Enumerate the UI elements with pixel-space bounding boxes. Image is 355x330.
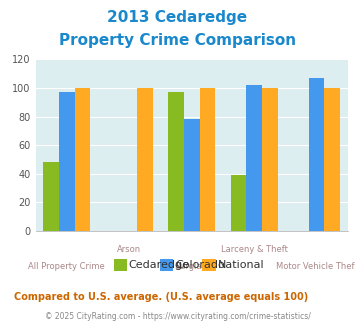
Text: Property Crime Comparison: Property Crime Comparison bbox=[59, 33, 296, 48]
Bar bbox=[137, 88, 153, 231]
Bar bbox=[246, 85, 262, 231]
Text: Arson: Arson bbox=[117, 245, 141, 254]
Bar bbox=[309, 78, 324, 231]
Text: Cedaredge: Cedaredge bbox=[129, 260, 190, 270]
Bar bbox=[262, 88, 278, 231]
Bar bbox=[43, 162, 59, 231]
Text: All Property Crime: All Property Crime bbox=[28, 262, 105, 271]
Text: Motor Vehicle Theft: Motor Vehicle Theft bbox=[276, 262, 355, 271]
Bar bbox=[59, 92, 75, 231]
Text: National: National bbox=[218, 260, 264, 270]
Bar bbox=[200, 88, 215, 231]
Bar bbox=[324, 88, 340, 231]
Bar bbox=[75, 88, 90, 231]
Text: Larceny & Theft: Larceny & Theft bbox=[221, 245, 288, 254]
Text: 2013 Cedaredge: 2013 Cedaredge bbox=[108, 10, 247, 25]
Text: Compared to U.S. average. (U.S. average equals 100): Compared to U.S. average. (U.S. average … bbox=[14, 292, 308, 302]
Text: Colorado: Colorado bbox=[175, 260, 225, 270]
Bar bbox=[184, 119, 200, 231]
Text: © 2025 CityRating.com - https://www.cityrating.com/crime-statistics/: © 2025 CityRating.com - https://www.city… bbox=[45, 312, 310, 321]
Bar bbox=[231, 175, 246, 231]
Bar bbox=[168, 92, 184, 231]
Text: Burglary: Burglary bbox=[174, 262, 210, 271]
